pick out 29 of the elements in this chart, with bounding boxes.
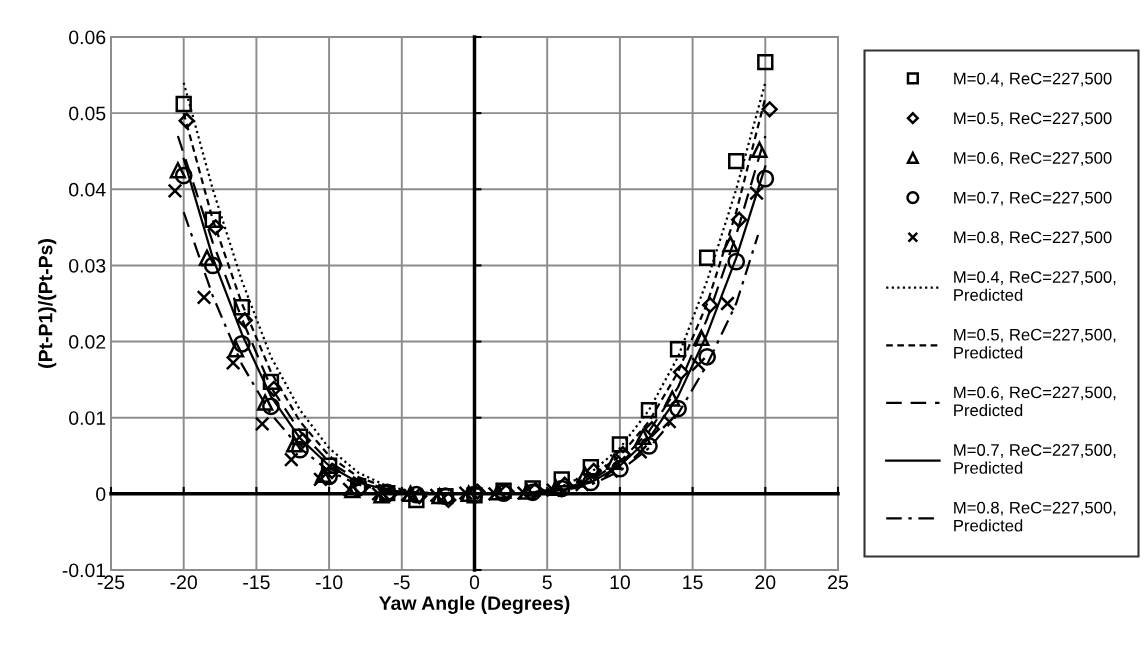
x-tick-label: 10 (610, 575, 630, 590)
y-tick-label: 0.05 (69, 106, 106, 121)
x-tick-label: -10 (315, 575, 343, 590)
legend-label: M=0.8, ReC=227,500, Predicted (954, 501, 1116, 532)
legend-label: M=0.7, ReC=227,500 (954, 191, 1112, 206)
legend-label: M=0.7, ReC=227,500, Predicted (954, 444, 1116, 474)
x-tick-label: -15 (243, 575, 270, 590)
y-axis-title: (Pt-P1)/(Pt-Ps) (38, 239, 57, 368)
legend-label: M=0.5, ReC=227,500 (954, 112, 1112, 127)
legend-label: M=0.4, ReC=227,500 (954, 72, 1112, 87)
x-tick-label: 5 (542, 575, 552, 590)
x-tick-label: 25 (828, 575, 848, 590)
x-tick-label: -5 (394, 575, 410, 590)
legend-label: M=0.8, ReC=227,500 (954, 231, 1112, 246)
legend-label: M=0.4, ReC=227,500, Predicted (954, 271, 1116, 301)
y-tick-label: 0.03 (69, 258, 106, 273)
x-axis-title: Yaw Angle (Degrees) (379, 595, 570, 614)
y-tick-label: 0.01 (69, 411, 106, 425)
x-tick-label: -20 (170, 575, 197, 590)
legend-label: M=0.6, ReC=227,500 (954, 152, 1112, 166)
y-tick-label: 0.02 (69, 335, 106, 349)
y-tick-label: 0.06 (69, 30, 106, 45)
x-tick-label: 15 (683, 575, 703, 590)
x-tick-label: 0 (469, 575, 480, 590)
x-tick-label: 20 (755, 575, 776, 590)
y-tick-label: 0.04 (69, 182, 106, 197)
legend-label: M=0.6, ReC=227,500, Predicted (954, 386, 1116, 417)
y-tick-label: 0 (96, 487, 106, 502)
legend-label: M=0.5, ReC=227,500, Predicted (954, 328, 1116, 359)
